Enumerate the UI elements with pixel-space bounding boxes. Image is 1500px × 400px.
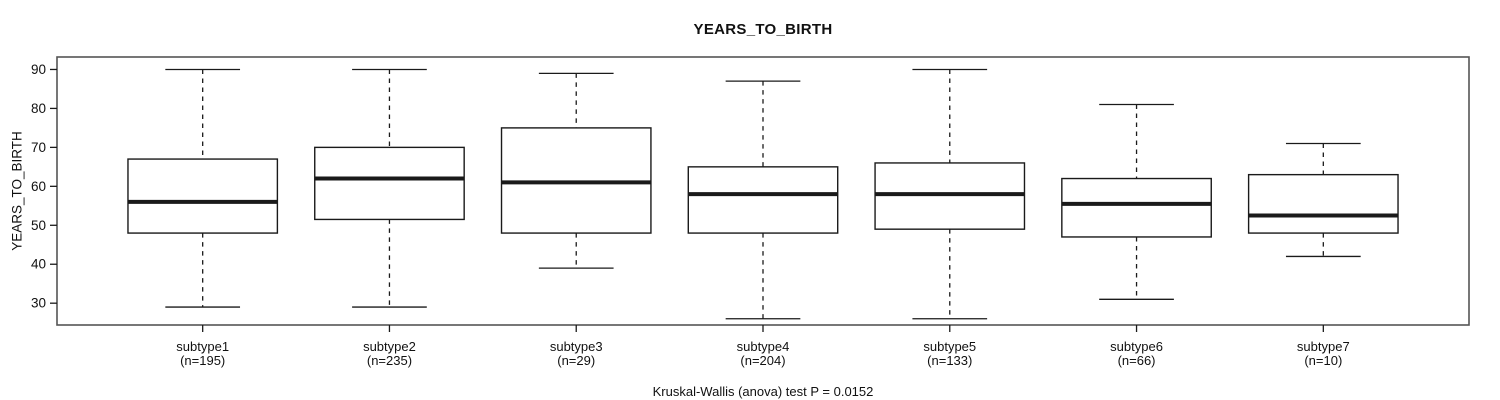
iqr-box	[1247, 173, 1399, 234]
category-n-label: (n=133)	[927, 353, 972, 368]
iqr-box	[1061, 177, 1212, 238]
category-label: subtype3	[550, 339, 603, 354]
iqr-box	[687, 166, 839, 234]
y-tick-label: 50	[31, 218, 46, 233]
y-tick-label: 70	[31, 140, 46, 155]
iqr-box	[127, 158, 279, 234]
y-tick-label: 80	[31, 101, 46, 116]
y-tick-label: 60	[31, 179, 46, 194]
category-label: subtype5	[923, 339, 976, 354]
category-label: subtype1	[176, 339, 229, 354]
iqr-box	[314, 146, 465, 221]
y-tick-label: 40	[31, 257, 46, 272]
category-n-label: (n=29)	[557, 353, 595, 368]
category-n-label: (n=204)	[740, 353, 785, 368]
category-n-label: (n=10)	[1304, 353, 1342, 368]
chart-title: YEARS_TO_BIRTH	[693, 21, 833, 38]
y-tick-label: 30	[31, 296, 46, 311]
category-n-label: (n=195)	[180, 353, 225, 368]
y-tick-label: 90	[31, 62, 46, 77]
category-label: subtype4	[737, 339, 790, 354]
stat-test-caption: Kruskal-Wallis (anova) test P = 0.0152	[652, 384, 874, 399]
category-n-label: (n=66)	[1118, 353, 1156, 368]
category-label: subtype6	[1110, 339, 1163, 354]
category-label: subtype7	[1297, 339, 1350, 354]
category-label: subtype2	[363, 339, 416, 354]
category-n-label: (n=235)	[367, 353, 412, 368]
